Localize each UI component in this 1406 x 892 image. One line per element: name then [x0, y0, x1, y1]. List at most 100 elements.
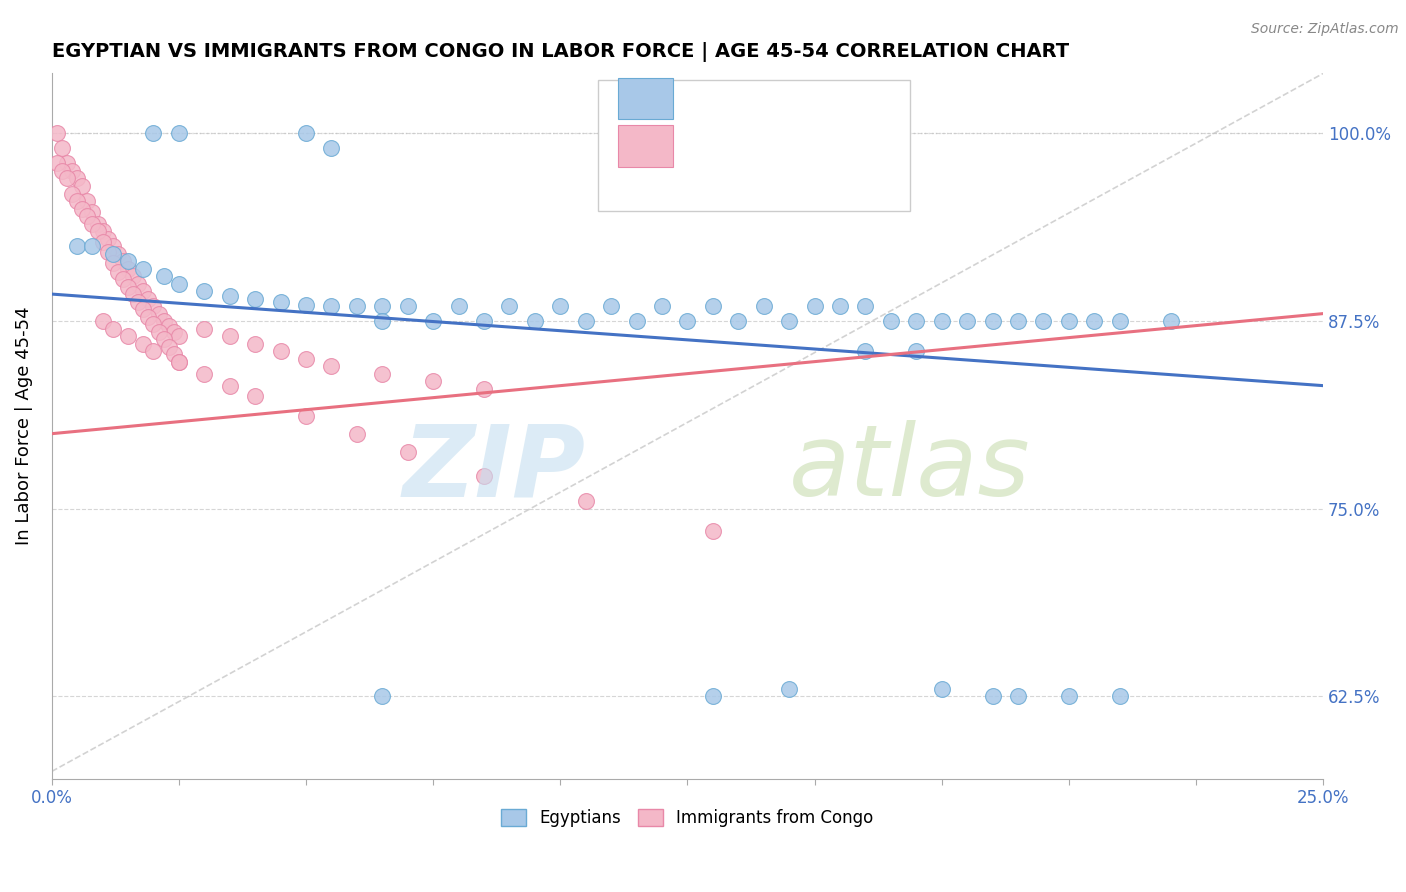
Point: [575, 494, 598, 508]
Point: [82, 204, 104, 219]
Point: [472, 468, 495, 483]
Point: [66, 239, 89, 253]
Point: [396, 299, 419, 313]
Point: [107, 264, 129, 278]
Point: [472, 314, 495, 328]
Point: [727, 314, 749, 328]
Point: [855, 299, 877, 313]
Point: [117, 254, 139, 268]
Point: [111, 254, 134, 268]
Point: [167, 127, 190, 141]
Point: [91, 314, 114, 328]
Point: [295, 409, 318, 423]
Point: [218, 288, 240, 302]
Point: [956, 314, 979, 328]
Text: N =: N =: [814, 90, 855, 109]
Point: [931, 681, 953, 696]
Point: [243, 389, 266, 403]
Point: [142, 299, 165, 313]
Point: [51, 164, 73, 178]
Point: [86, 224, 108, 238]
Point: [321, 299, 343, 313]
Text: R =: R =: [681, 90, 720, 109]
Point: [243, 292, 266, 306]
Point: [132, 284, 155, 298]
Point: [778, 681, 800, 696]
Point: [163, 347, 186, 361]
Text: N =: N =: [814, 137, 855, 155]
Y-axis label: In Labor Force | Age 45-54: In Labor Force | Age 45-54: [15, 307, 32, 546]
Point: [107, 246, 129, 260]
Point: [101, 246, 124, 260]
Point: [1083, 314, 1105, 328]
Point: [97, 231, 120, 245]
Text: 74: 74: [868, 137, 893, 155]
Point: [295, 127, 318, 141]
Point: [1057, 314, 1080, 328]
Point: [60, 186, 83, 201]
Point: [86, 217, 108, 231]
Point: [523, 314, 546, 328]
Point: [45, 127, 67, 141]
Point: [72, 202, 94, 216]
Point: [575, 314, 598, 328]
Point: [167, 277, 190, 291]
Point: [101, 239, 124, 253]
Point: [371, 314, 394, 328]
Point: [122, 287, 145, 301]
Point: [371, 299, 394, 313]
Point: [270, 344, 292, 359]
Point: [157, 340, 180, 354]
Point: [101, 255, 124, 269]
Point: [45, 156, 67, 170]
Point: [346, 426, 368, 441]
Point: [828, 299, 851, 313]
Text: atlas: atlas: [789, 420, 1031, 517]
Point: [167, 329, 190, 343]
Point: [855, 344, 877, 359]
Point: [152, 314, 174, 328]
Point: [270, 294, 292, 309]
Point: [193, 284, 215, 298]
Point: [132, 261, 155, 276]
Point: [72, 179, 94, 194]
FancyBboxPatch shape: [617, 78, 673, 120]
Point: [127, 294, 149, 309]
Point: [111, 272, 134, 286]
Point: [905, 314, 928, 328]
Point: [132, 336, 155, 351]
Point: [1007, 690, 1029, 704]
Point: [1032, 314, 1054, 328]
Point: [218, 329, 240, 343]
Text: ZIP: ZIP: [402, 420, 586, 517]
Point: [122, 268, 145, 283]
Point: [472, 382, 495, 396]
Point: [51, 141, 73, 155]
Point: [321, 359, 343, 373]
Point: [295, 297, 318, 311]
Point: [56, 156, 79, 170]
Point: [76, 194, 98, 208]
Point: [1007, 314, 1029, 328]
Point: [193, 367, 215, 381]
Text: 0.155: 0.155: [734, 137, 792, 155]
Point: [138, 310, 160, 324]
Point: [148, 325, 170, 339]
Text: Source: ZipAtlas.com: Source: ZipAtlas.com: [1251, 22, 1399, 37]
Point: [91, 235, 114, 249]
Point: [117, 329, 139, 343]
Point: [91, 224, 114, 238]
Point: [56, 171, 79, 186]
Point: [447, 299, 470, 313]
Point: [752, 299, 775, 313]
Point: [218, 378, 240, 392]
Point: [142, 127, 165, 141]
Point: [422, 374, 444, 388]
Point: [803, 299, 825, 313]
Point: [127, 277, 149, 291]
Point: [702, 524, 724, 539]
Point: [422, 314, 444, 328]
Point: [167, 354, 190, 368]
Point: [117, 279, 139, 293]
Point: [148, 307, 170, 321]
